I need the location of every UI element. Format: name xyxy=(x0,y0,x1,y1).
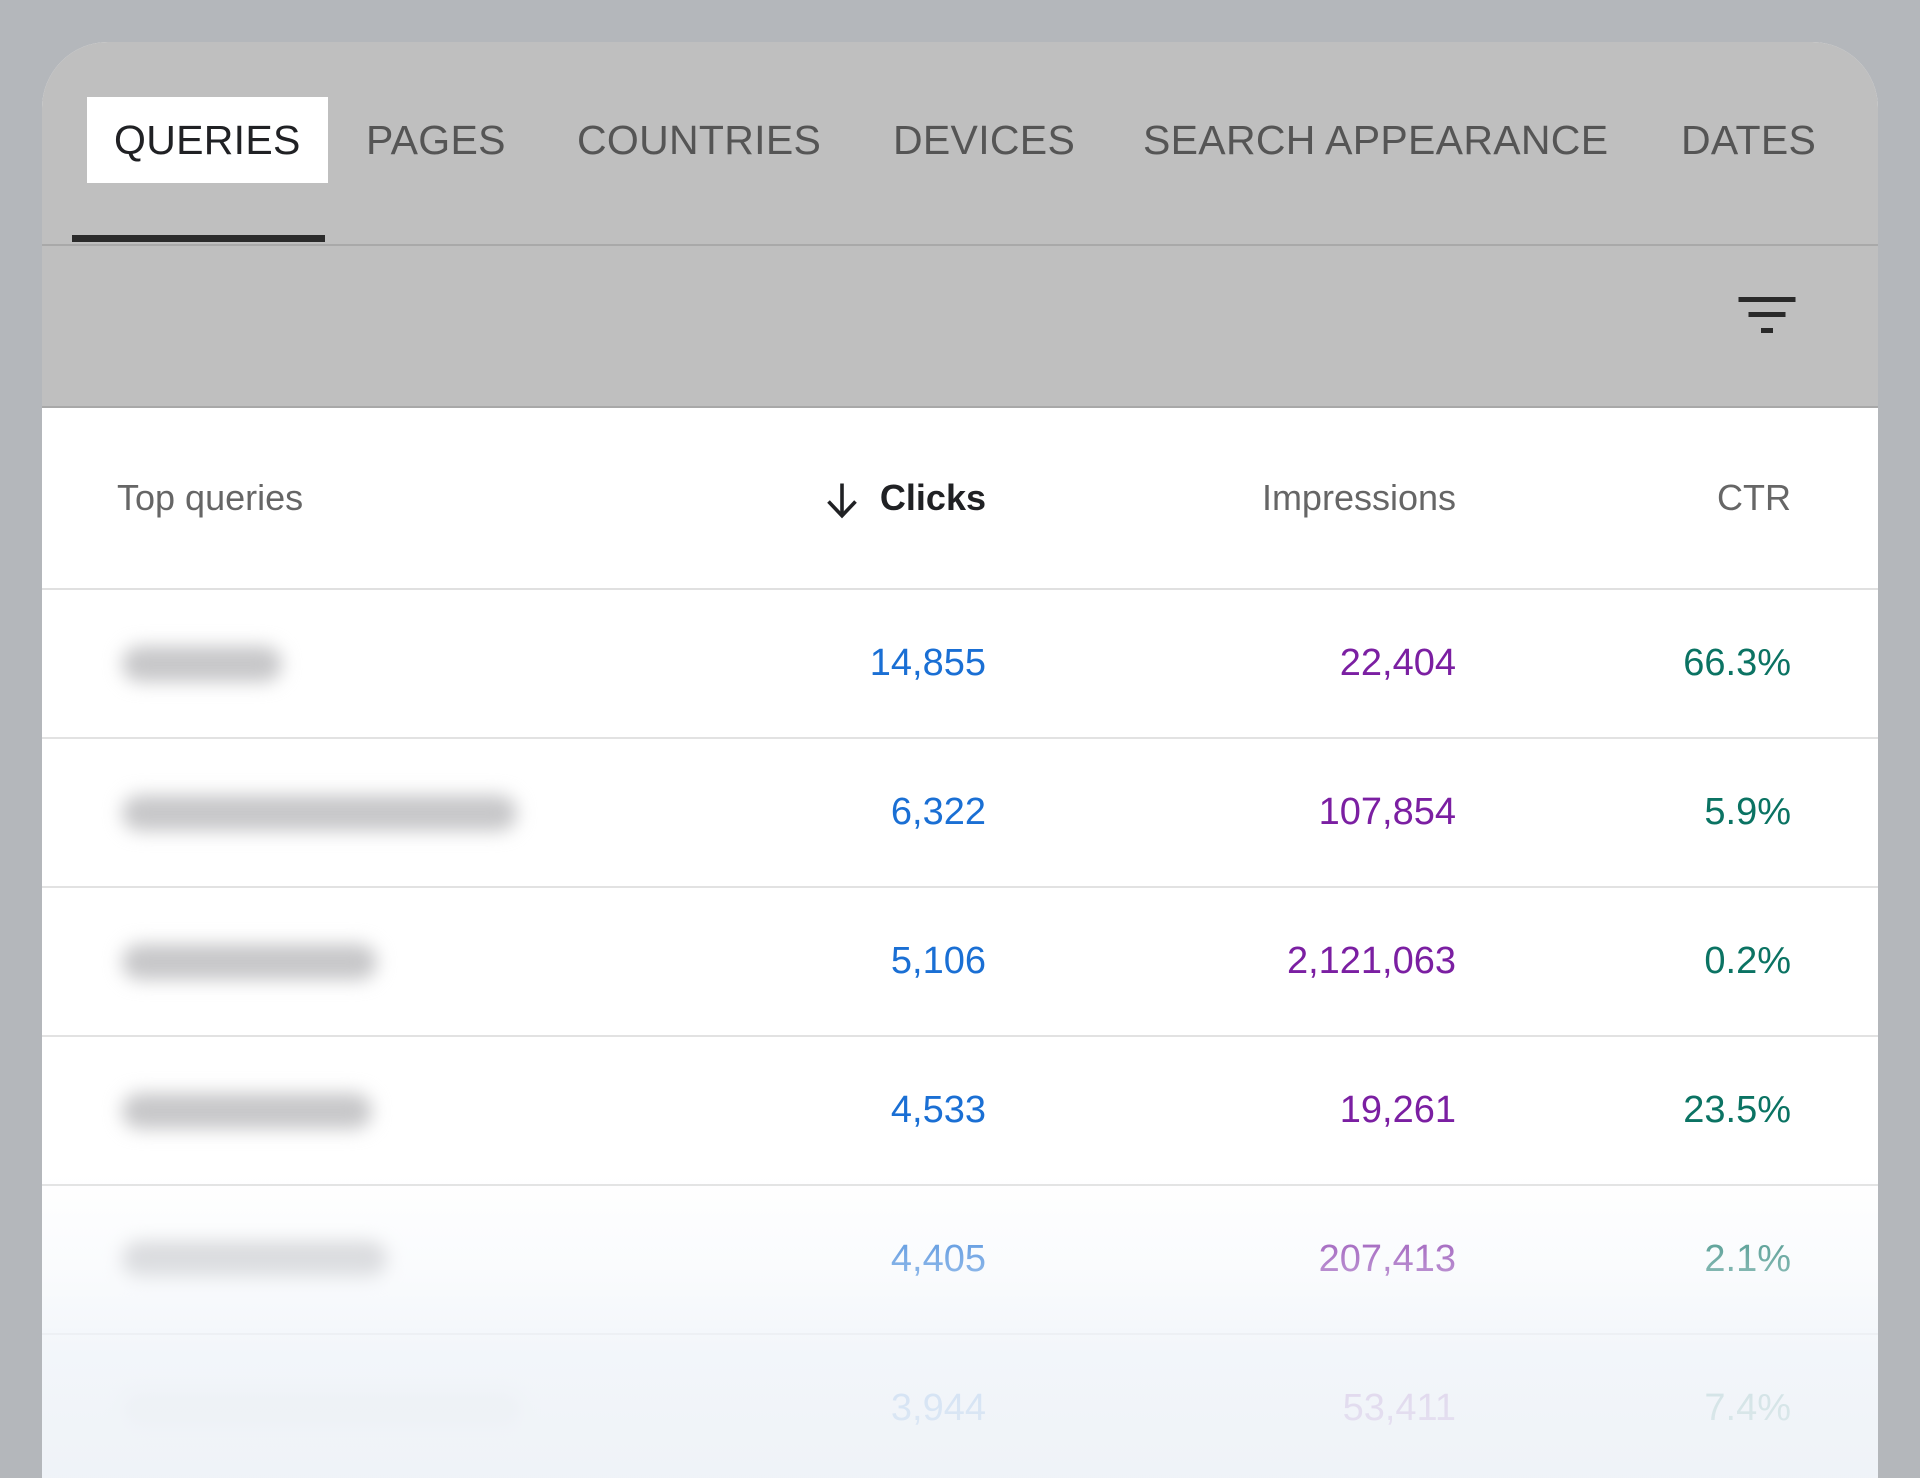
table-row[interactable]: 4,533 19,261 23.5% xyxy=(42,1037,1878,1186)
tab-dates[interactable]: DATES xyxy=(1681,117,1817,163)
ctr-value: 5.9% xyxy=(1704,791,1791,833)
tab-devices[interactable]: DEVICES xyxy=(893,117,1076,163)
ctr-value: 0.2% xyxy=(1704,940,1791,982)
filter-rows-button[interactable] xyxy=(1732,284,1802,348)
column-header-impressions[interactable]: Impressions xyxy=(1261,477,1456,518)
impressions-value: 107,854 xyxy=(1318,791,1456,833)
clicks-value: 3,944 xyxy=(890,1387,986,1429)
active-tab-indicator xyxy=(72,235,325,242)
table-toolbar xyxy=(42,246,1878,408)
arrow-down-icon[interactable] xyxy=(824,480,860,520)
query-text-redacted xyxy=(122,944,377,980)
query-text-redacted xyxy=(122,1242,387,1278)
impressions-value: 19,261 xyxy=(1339,1089,1456,1131)
tab-queries[interactable]: QUERIES xyxy=(87,97,328,183)
dimension-tabs: QUERIES PAGES COUNTRIES DEVICES SEARCH A… xyxy=(42,42,1878,246)
clicks-value: 4,405 xyxy=(890,1238,986,1280)
query-text-redacted xyxy=(122,646,282,682)
clicks-value: 5,106 xyxy=(890,940,986,982)
tab-search-appearance[interactable]: SEARCH APPEARANCE xyxy=(1143,117,1609,163)
query-text-redacted xyxy=(122,1391,522,1427)
table-row[interactable]: 3,944 53,411 7.4% xyxy=(42,1335,1878,1478)
query-text-redacted xyxy=(122,795,517,831)
queries-table: Top queries Clicks Impressions CTR 14,85… xyxy=(42,408,1878,1478)
table-row[interactable]: 4,405 207,413 2.1% xyxy=(42,1186,1878,1335)
ctr-value: 66.3% xyxy=(1683,642,1791,684)
table-row[interactable]: 14,855 22,404 66.3% xyxy=(42,590,1878,739)
ctr-value: 23.5% xyxy=(1683,1089,1791,1131)
performance-table-card: QUERIES PAGES COUNTRIES DEVICES SEARCH A… xyxy=(42,42,1878,1478)
table-header-row: Top queries Clicks Impressions CTR xyxy=(42,408,1878,590)
table-row[interactable]: 5,106 2,121,063 0.2% xyxy=(42,888,1878,1037)
impressions-value: 22,404 xyxy=(1339,642,1456,684)
tab-pages[interactable]: PAGES xyxy=(366,117,506,163)
query-text-redacted xyxy=(122,1093,372,1129)
column-header-clicks[interactable]: Clicks xyxy=(879,477,986,518)
column-header-ctr[interactable]: CTR xyxy=(1717,477,1791,518)
impressions-value: 207,413 xyxy=(1318,1238,1456,1280)
impressions-value: 2,121,063 xyxy=(1286,940,1456,982)
clicks-value: 4,533 xyxy=(890,1089,986,1131)
ctr-value: 7.4% xyxy=(1704,1387,1791,1429)
ctr-value: 2.1% xyxy=(1704,1238,1791,1280)
clicks-value: 14,855 xyxy=(869,642,986,684)
impressions-value: 53,411 xyxy=(1342,1387,1456,1429)
column-header-top-queries[interactable]: Top queries xyxy=(117,477,304,518)
clicks-value: 6,322 xyxy=(890,791,986,833)
table-row[interactable]: 6,322 107,854 5.9% xyxy=(42,739,1878,888)
tab-countries[interactable]: COUNTRIES xyxy=(577,117,822,163)
